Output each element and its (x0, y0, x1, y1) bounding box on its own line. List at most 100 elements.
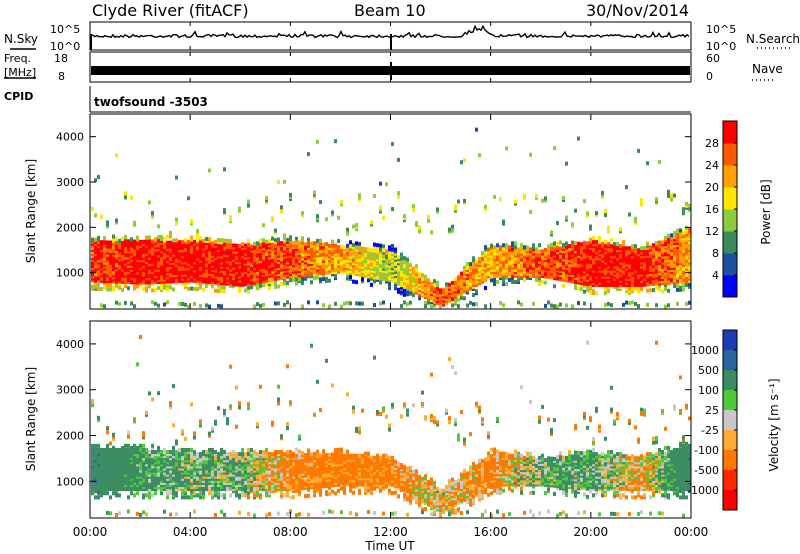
power-cell (283, 252, 286, 257)
power-cell (355, 257, 358, 262)
power-cell (115, 248, 118, 253)
power-cell (292, 255, 295, 260)
power-cell (607, 285, 610, 290)
power-cell (523, 273, 526, 278)
power-cell (334, 267, 337, 272)
power-cell (247, 263, 250, 268)
velocity-cell (175, 485, 178, 490)
power-cell (427, 292, 430, 297)
power-cell (256, 241, 259, 246)
power-cell (418, 225, 421, 230)
power-cell (181, 254, 184, 259)
power-cell (304, 270, 307, 275)
power-cell (592, 291, 595, 296)
power-cell (580, 254, 583, 259)
power-cell (499, 273, 502, 278)
power-cell (274, 276, 277, 281)
power-cell (136, 272, 139, 277)
power-cell (163, 247, 166, 252)
power-cell (511, 269, 514, 274)
velocity-cell (106, 430, 109, 435)
power-cell (331, 212, 334, 217)
power-cell (352, 269, 355, 274)
power-cell (325, 278, 328, 283)
velocity-cell (187, 476, 190, 481)
power-cell (397, 275, 400, 280)
power-cell (658, 279, 661, 284)
power-cell (679, 259, 682, 264)
velocity-cell (112, 468, 115, 473)
power-cell (481, 263, 484, 268)
power-cell (142, 256, 145, 261)
power-cell (646, 268, 649, 273)
power-cell (160, 281, 163, 286)
velocity-cell (139, 464, 142, 469)
power-cell (595, 252, 598, 257)
power-cell (370, 268, 373, 273)
power-cell (292, 247, 295, 252)
power-cell (196, 233, 199, 238)
power-cell (124, 195, 127, 200)
power-cell (535, 263, 538, 268)
power-cell (247, 285, 250, 290)
power-cell (130, 257, 133, 262)
velocity-cell (142, 474, 145, 479)
velocity-cell (91, 460, 94, 465)
power-cell (472, 274, 475, 279)
power-cell (649, 280, 652, 285)
power-cell (511, 275, 514, 280)
power-cell (340, 261, 343, 266)
power-cell (550, 249, 553, 254)
power-cell (322, 256, 325, 261)
power-cell (598, 282, 601, 287)
power-cell (667, 243, 670, 248)
velocity-cell (121, 447, 124, 452)
power-cell (403, 214, 406, 219)
power-cell (400, 289, 403, 294)
power-cell (562, 269, 565, 274)
power-cell (469, 286, 472, 291)
power-cell (97, 264, 100, 269)
power-cell (634, 260, 637, 265)
velocity-cell (148, 491, 151, 496)
power-cell (205, 263, 208, 268)
power-cell (493, 245, 496, 250)
power-cell (256, 269, 259, 274)
velocity-cell (109, 456, 112, 461)
velocity-cell (160, 472, 163, 477)
power-cell (496, 271, 499, 276)
power-cell (532, 267, 535, 272)
velocity-cell (121, 480, 124, 485)
power-cell (136, 235, 139, 240)
power-cell (313, 275, 316, 280)
power-cell (229, 249, 232, 254)
power-cell (100, 287, 103, 292)
velocity-cell (100, 454, 103, 459)
power-cell (370, 276, 373, 281)
power-cell (490, 264, 493, 269)
velocity-data-layer (91, 335, 691, 518)
power-cell (175, 270, 178, 275)
power-cell (409, 275, 412, 280)
power-cell (334, 255, 337, 260)
power-cell (478, 269, 481, 274)
power-cell (322, 242, 325, 247)
power-cell (379, 253, 382, 258)
power-cell (547, 264, 550, 269)
power-cell (670, 255, 673, 260)
power-cell (229, 275, 232, 280)
power-cell (523, 195, 526, 200)
power-cell (280, 275, 283, 280)
power-cell (349, 258, 352, 263)
velocity-cell (181, 464, 184, 469)
velocity-cell (124, 487, 127, 492)
power-cell (124, 284, 127, 289)
power-cell (175, 238, 178, 243)
power-cell (556, 250, 559, 255)
power-cell (295, 281, 298, 286)
power-cell (130, 270, 133, 275)
power-cell (202, 267, 205, 272)
power-cell (142, 274, 145, 279)
power-cell (577, 243, 580, 248)
power-cell (343, 255, 346, 260)
